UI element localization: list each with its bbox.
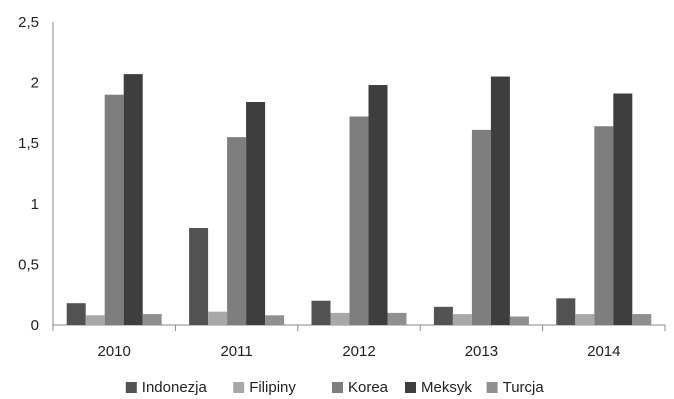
chart-axes: 0 0,5 1 1,5 2 2,5 2010 2011 2012 2013 2014: [18, 14, 666, 360]
bar-filipiny-2013: [452, 314, 472, 325]
bar-turcja-2012: [387, 312, 407, 325]
bar-meksyk-2010: [123, 74, 143, 325]
chart-legend: Indonezja Filipiny Korea Meksyk Turcja: [125, 379, 545, 396]
legend-label-meksyk: Meksyk: [421, 379, 472, 396]
bar-meksyk-2014: [613, 93, 633, 326]
bar-korea-2010: [104, 94, 124, 325]
bar-turcja-2013: [509, 316, 529, 325]
legend-swatch-turcja: [486, 382, 498, 393]
legend-label-korea: Korea: [348, 379, 389, 396]
y-tick-label: 1: [31, 196, 39, 213]
bar-meksyk-2011: [246, 101, 266, 325]
legend-swatch-meksyk: [405, 382, 416, 393]
bar-indonezja-2012: [311, 300, 331, 325]
bar-korea-2013: [471, 129, 491, 325]
bar-indonezja-2010: [66, 303, 86, 325]
bar-turcja-2010: [142, 314, 162, 325]
y-tick-label: 0: [31, 317, 39, 334]
bar-meksyk-2013: [490, 76, 510, 325]
bar-turcja-2014: [632, 314, 652, 325]
bar-indonezja-2013: [433, 306, 453, 325]
chart-bars: [66, 74, 652, 326]
bar-meksyk-2012: [368, 85, 388, 325]
bar-turcja-2011: [265, 315, 285, 325]
x-tick-label: 2012: [342, 343, 375, 360]
bar-korea-2012: [349, 116, 369, 325]
bar-korea-2011: [227, 137, 247, 325]
y-tick-label: 2,5: [18, 14, 39, 31]
bar-filipiny-2012: [330, 312, 350, 325]
legend-swatch-indonezja: [125, 382, 137, 393]
bar-korea-2014: [594, 126, 614, 326]
y-tick-label: 2: [31, 75, 39, 92]
bar-filipiny-2010: [85, 315, 105, 325]
x-tick-label: 2011: [220, 343, 252, 360]
y-tick-label: 0,5: [18, 256, 39, 273]
x-tick-label: 2014: [587, 343, 620, 360]
legend-swatch-korea: [332, 382, 343, 393]
bar-indonezja-2011: [189, 228, 209, 325]
bar-indonezja-2014: [556, 298, 576, 325]
legend-label-filipiny: Filipiny: [249, 379, 296, 396]
bar-filipiny-2014: [575, 314, 595, 325]
x-tick-label: 2013: [465, 343, 498, 360]
y-tick-label: 1,5: [18, 135, 39, 152]
legend-swatch-filipiny: [233, 382, 245, 393]
x-tick-label: 2010: [98, 343, 131, 360]
bar-filipiny-2011: [208, 311, 228, 325]
legend-label-indonezja: Indonezja: [142, 379, 208, 396]
legend-label-turcja: Turcja: [503, 379, 545, 396]
